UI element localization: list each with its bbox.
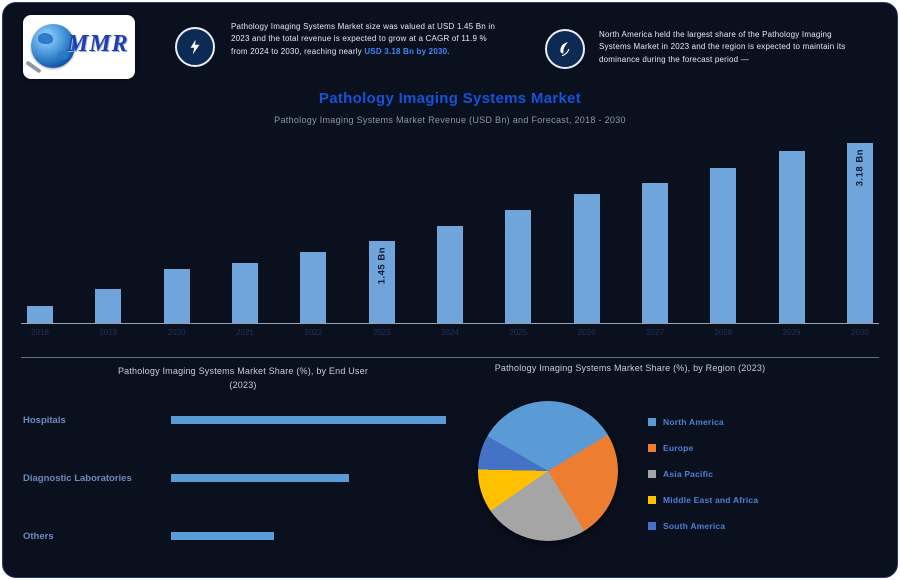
legend-item: Europe <box>648 443 758 453</box>
hbar-label: Others <box>23 530 54 542</box>
bar-2026 <box>573 194 600 323</box>
bar-slot: 1.45 Bn <box>367 241 397 323</box>
section-divider <box>21 357 879 358</box>
x-tick-2029: 2029 <box>782 328 801 337</box>
x-tick-2021: 2021 <box>236 328 254 337</box>
x-tick-2030: 2030 <box>851 328 869 337</box>
bar-2025 <box>505 210 532 323</box>
bar-slot <box>572 194 602 323</box>
bar-slot <box>25 306 55 323</box>
x-tick-2027: 2027 <box>646 328 664 337</box>
legend-swatch <box>648 444 656 452</box>
region-legend: North America Europe Asia Pacific Middle Ea… <box>648 417 758 547</box>
x-tick-2019: 2019 <box>99 328 118 337</box>
bar-slot <box>640 183 670 323</box>
legend-label: South America <box>663 521 726 531</box>
page-subtitle: Pathology Imaging Systems Market Revenue… <box>274 115 626 125</box>
legend-swatch <box>648 496 656 504</box>
market-size-highlight: USD 3.18 Bn by 2030. <box>364 46 450 56</box>
legend-label: North America <box>663 417 724 427</box>
hbar-label: Diagnostic Laboratories <box>23 472 132 484</box>
bar-chart-bars: 1.45 Bn 3.18 Bn <box>25 141 875 323</box>
bar-slot <box>93 289 123 323</box>
mmr-logo: MMR <box>23 15 135 79</box>
legend-item: Middle East and Africa <box>648 495 758 505</box>
region-chart-title: Pathology Imaging Systems Market Share (… <box>494 363 766 373</box>
bar-2027 <box>641 183 668 323</box>
x-axis-line <box>21 323 879 324</box>
bar-slot: 3.18 Bn <box>845 143 875 323</box>
bar-2028 <box>710 168 737 323</box>
legend-item: South America <box>648 521 758 531</box>
bar-slot <box>708 168 738 323</box>
x-tick-2024: 2024 <box>441 328 459 337</box>
hbar-label: Hospitals <box>23 414 66 426</box>
bar-slot <box>298 252 328 323</box>
bar-slot <box>230 263 260 323</box>
legend-label: Asia Pacific <box>663 469 714 479</box>
bar-value-label: 1.45 Bn <box>376 247 388 285</box>
bar-chart-ticks: 2018 2019 2020 2021 2022 2023 2024 2025 2026 2027… <box>25 328 875 337</box>
bar-slot <box>777 151 807 323</box>
hbar-bar <box>171 416 446 424</box>
bar-value-label: 3.18 Bn <box>854 149 866 187</box>
legend-swatch <box>648 418 656 426</box>
x-tick-2018: 2018 <box>31 328 49 337</box>
end-user-chart-title-line1: Pathology Imaging Systems Market Share (… <box>117 366 369 376</box>
x-tick-2022: 2022 <box>304 328 323 337</box>
revenue-bar-chart: 1.45 Bn 3.18 Bn 2018 2019 2020 2021 2022 2023 2… <box>21 141 879 353</box>
growth-icon <box>545 29 585 69</box>
legend-label: Middle East and Africa <box>663 495 759 505</box>
hbar-row: Hospitals <box>23 414 463 426</box>
hbar-rows: Hospitals Diagnostic Laboratories Others <box>23 414 463 542</box>
market-size-statement: Pathology Imaging Systems Market size wa… <box>231 21 495 58</box>
x-tick-2026: 2026 <box>577 328 596 337</box>
lightning-icon <box>175 27 215 67</box>
legend-item: North America <box>648 417 758 427</box>
legend-label: Europe <box>663 443 694 453</box>
bar-2024 <box>436 226 463 323</box>
bar-2021 <box>231 263 258 323</box>
legend-swatch <box>648 470 656 478</box>
bar-slot <box>503 210 533 323</box>
bar-2019 <box>95 289 122 323</box>
logo-text: MMR <box>67 31 129 57</box>
end-user-chart-title: Pathology Imaging Systems Market Share (… <box>23 365 463 392</box>
x-tick-2025: 2025 <box>509 328 528 337</box>
hbar-bar <box>171 474 349 482</box>
page-title: Pathology Imaging Systems Market <box>318 90 582 107</box>
end-user-chart-title-line2: (2023) <box>229 379 257 390</box>
hbar-bar <box>171 532 274 540</box>
region-pie-chart <box>478 401 618 541</box>
market-size-text: Pathology Imaging Systems Market size wa… <box>231 22 495 56</box>
globe-icon <box>31 24 75 68</box>
bar-2020 <box>163 269 190 323</box>
bar-2030: 3.18 Bn <box>846 143 873 323</box>
x-tick-2020: 2020 <box>167 328 186 337</box>
hbar-row: Diagnostic Laboratories <box>23 472 463 484</box>
bar-2029 <box>778 151 805 323</box>
end-user-share-chart: Pathology Imaging Systems Market Share (… <box>23 365 463 577</box>
legend-swatch <box>648 522 656 530</box>
region-statement: North America held the largest share of … <box>599 30 846 64</box>
hbar-row: Others <box>23 530 463 542</box>
bar-2018 <box>27 306 53 323</box>
bar-2023: 1.45 Bn <box>368 241 395 323</box>
bar-slot <box>435 226 465 323</box>
x-tick-2023: 2023 <box>372 328 391 337</box>
bar-slot <box>162 269 192 323</box>
bar-2022 <box>300 252 327 323</box>
legend-item: Asia Pacific <box>648 469 758 479</box>
x-tick-2028: 2028 <box>714 328 733 337</box>
